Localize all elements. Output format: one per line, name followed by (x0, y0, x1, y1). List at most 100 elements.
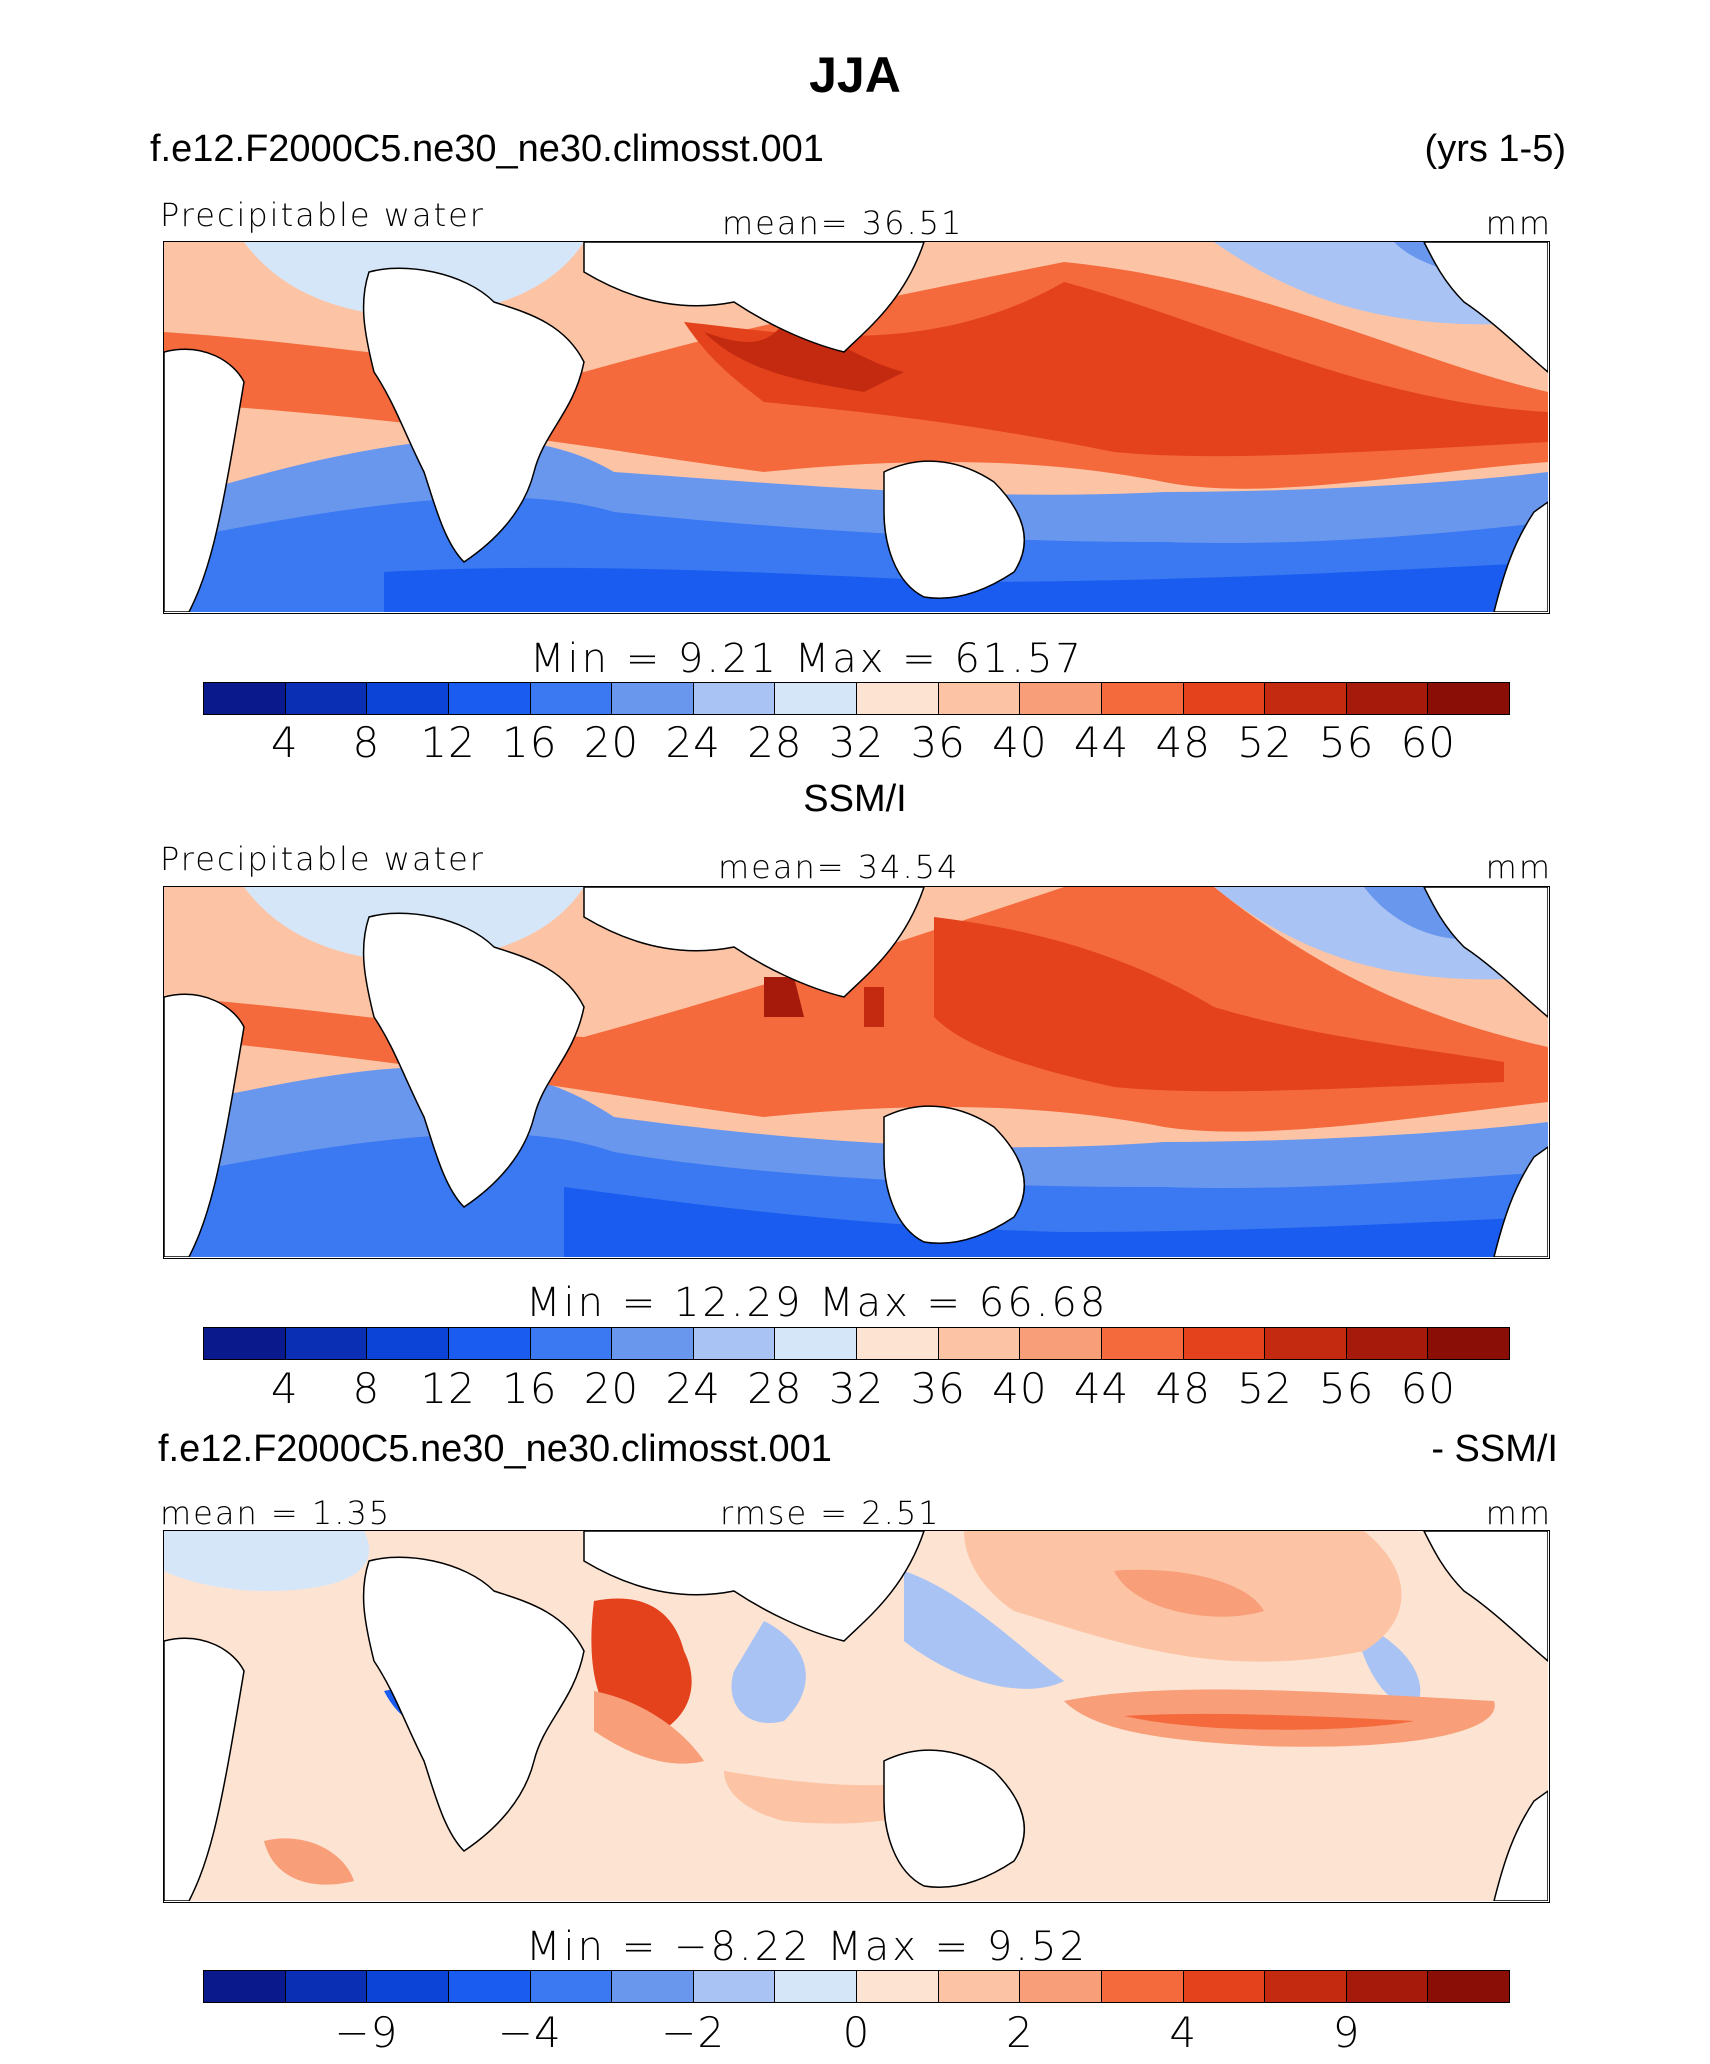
colorbar-swatch (1428, 1971, 1509, 2002)
colorbar-swatch (1265, 1328, 1347, 1359)
colorbar-tick-label: −9 (334, 2008, 399, 2057)
panel3-map-svg (164, 1531, 1548, 1901)
colorbar-tick-label: 4 (270, 718, 299, 767)
colorbar-swatch (1265, 683, 1347, 714)
colorbar-swatch (938, 683, 1021, 714)
panel3-units-label: mm (1485, 1494, 1552, 1532)
colorbar-tick-label: 4 (270, 1364, 299, 1413)
colorbar-tick-label: 20 (583, 718, 640, 767)
colorbar-swatch (938, 1971, 1021, 2002)
colorbar-tick-label: 52 (1237, 718, 1293, 767)
colorbar-tick-label: 2 (1006, 2008, 1034, 2057)
colorbar-swatch (1428, 1328, 1509, 1359)
colorbar-swatch (1101, 1971, 1184, 2002)
colorbar-swatch (204, 1971, 286, 2002)
colorbar-tick-label: −2 (661, 2008, 726, 2057)
colorbar-swatch (367, 683, 449, 714)
panel3-minus-label: - SSM/I (1431, 1428, 1558, 1470)
colorbar-tick-label: 48 (1155, 718, 1211, 767)
colorbar-swatch (1346, 1328, 1429, 1359)
colorbar-swatch (612, 1971, 694, 2002)
colorbar-tick-label: 48 (1155, 1364, 1211, 1413)
colorbar-tick-label: 40 (992, 718, 1048, 767)
panel2-variable-label: Precipitable water (160, 840, 485, 878)
colorbar-tick-label: 36 (910, 718, 966, 767)
colorbar-swatch (857, 1328, 939, 1359)
colorbar-swatch (857, 1971, 939, 2002)
colorbar-swatch (857, 683, 939, 714)
panel1-units-label: mm (1485, 204, 1552, 242)
colorbar-tick-label: 44 (1073, 1364, 1130, 1413)
colorbar-tick-label: −4 (497, 2008, 562, 2057)
colorbar-swatch (693, 1971, 776, 2002)
colorbar-swatch (367, 1328, 449, 1359)
colorbar-swatch (448, 1328, 531, 1359)
colorbar-swatch (1101, 683, 1184, 714)
colorbar-swatch (204, 683, 286, 714)
panel1-colorbar-labels: 4 8 12 16 20 24 28 32 36 40 44 48 52 56 60 (203, 718, 1510, 767)
colorbar-tick-label: 56 (1318, 1364, 1375, 1413)
colorbar-swatch (1183, 1328, 1266, 1359)
panel2-colorbar (203, 1327, 1510, 1360)
panel2-mean-label: mean= 34.54 (718, 848, 960, 886)
colorbar-tick-label: 12 (420, 718, 476, 767)
panel3-minmax: Min = −8.22 Max = 9.52 (526, 1924, 1088, 1970)
colorbar-tick-label: 8 (352, 718, 381, 767)
colorbar-swatch (285, 1971, 368, 2002)
colorbar-swatch (1020, 683, 1102, 714)
colorbar-swatch (285, 1328, 368, 1359)
panel1-map-svg (164, 242, 1548, 612)
colorbar-tick-label: 32 (828, 1364, 885, 1413)
colorbar-tick-label: 12 (420, 1364, 476, 1413)
colorbar-swatch (1020, 1328, 1102, 1359)
panel3-case-label: f.e12.F2000C5.ne30_ne30.climosst.001 (158, 1428, 832, 1470)
model-case-label: f.e12.F2000C5.ne30_ne30.climosst.001 (150, 128, 824, 170)
colorbar-tick-label: 28 (747, 1364, 803, 1413)
colorbar-tick-label: 16 (502, 718, 558, 767)
panel3-colorbar-labels: −9 −4 −2 0 2 4 9 (203, 2008, 1510, 2057)
colorbar-tick-label: 56 (1318, 718, 1375, 767)
panel2-title: SSM/I (803, 778, 907, 820)
colorbar-tick-label: 16 (502, 1364, 558, 1413)
colorbar-swatch (530, 1328, 613, 1359)
panel1-mean-label: mean= 36.51 (722, 204, 964, 242)
colorbar-tick-label: 0 (842, 2008, 871, 2057)
colorbar-swatch (448, 1971, 531, 2002)
colorbar-swatch (530, 683, 613, 714)
colorbar-swatch (693, 1328, 776, 1359)
panel3-map (163, 1530, 1550, 1903)
colorbar-tick-label: 60 (1400, 1364, 1457, 1413)
colorbar-swatch (693, 683, 776, 714)
colorbar-swatch (938, 1328, 1021, 1359)
colorbar-swatch (1183, 683, 1266, 714)
panel2-minmax: Min = 12.29 Max = 66.68 (526, 1280, 1109, 1326)
colorbar-swatch (612, 683, 694, 714)
colorbar-swatch (775, 683, 857, 714)
colorbar-tick-label: 40 (992, 1364, 1048, 1413)
colorbar-swatch (1183, 1971, 1266, 2002)
colorbar-tick-label: 4 (1169, 2008, 1198, 2057)
colorbar-swatch (1428, 683, 1509, 714)
colorbar-swatch (1346, 1971, 1429, 2002)
panel1-colorbar (203, 682, 1510, 715)
colorbar-tick-label: 44 (1073, 718, 1130, 767)
panel2-units-label: mm (1485, 848, 1552, 886)
colorbar-swatch (285, 683, 368, 714)
colorbar-swatch (1101, 1328, 1184, 1359)
panel1-map (163, 241, 1550, 614)
colorbar-tick-label: 52 (1237, 1364, 1293, 1413)
colorbar-tick-label: 32 (828, 718, 885, 767)
colorbar-tick-label: 28 (747, 718, 803, 767)
colorbar-tick-label: 24 (665, 1364, 721, 1413)
colorbar-swatch (530, 1971, 613, 2002)
colorbar-tick-label: 24 (665, 718, 721, 767)
colorbar-swatch (204, 1328, 286, 1359)
colorbar-swatch (367, 1971, 449, 2002)
panel2-map-svg (164, 887, 1548, 1257)
colorbar-swatch (1265, 1971, 1347, 2002)
years-label: (yrs 1-5) (1424, 128, 1566, 170)
panel3-rmse-label: rmse = 2.51 (720, 1494, 941, 1532)
colorbar-tick-label: 36 (910, 1364, 966, 1413)
colorbar-tick-label: 60 (1400, 718, 1457, 767)
colorbar-swatch (612, 1328, 694, 1359)
